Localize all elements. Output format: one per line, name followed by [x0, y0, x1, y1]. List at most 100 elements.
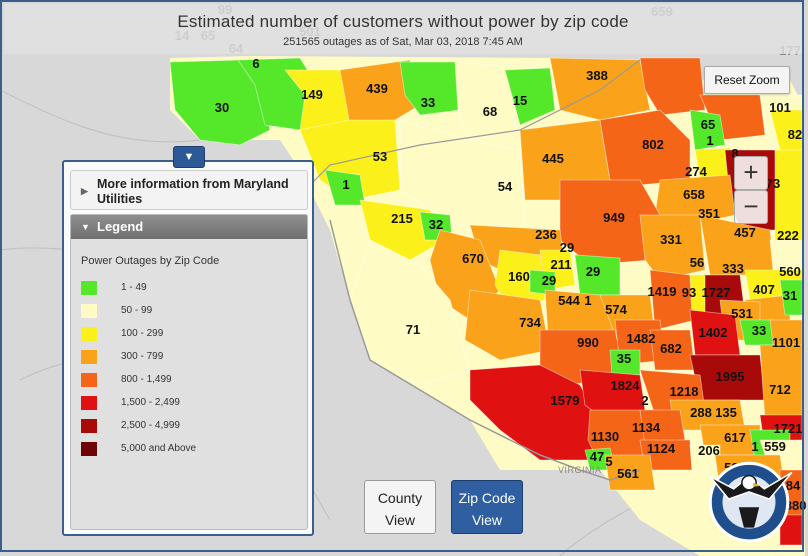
zip-outage-count: 617	[724, 430, 746, 445]
zip-outage-count: 73	[766, 176, 780, 191]
zip-outage-count: 68	[483, 104, 497, 119]
legend: ▼ Legend Power Outages by Zip Code 1 - 4…	[70, 214, 308, 530]
zoom-out-button[interactable]: −	[734, 190, 768, 224]
zip-outage-count: 1995	[716, 369, 745, 384]
chevron-down-icon: ▼	[81, 222, 90, 232]
zip-outage-count: 1124	[647, 441, 676, 456]
zip-outage-count: 29	[560, 240, 574, 255]
legend-label: 300 - 799	[121, 351, 164, 362]
legend-swatch	[81, 373, 97, 387]
zip-outage-count: 1721	[774, 421, 803, 436]
zip-view-line2: View	[471, 512, 503, 528]
zip-outage-count: 1	[342, 177, 349, 192]
zip-code-view-button[interactable]: Zip Code View	[451, 480, 523, 534]
more-info-label: More information from Maryland Utilities	[97, 177, 289, 206]
zip-outage-count: 1101	[772, 335, 800, 350]
zip-outage-count: 1824	[611, 378, 641, 393]
zip-outage-count: 206	[698, 443, 720, 458]
zip-outage-count: 561	[617, 466, 639, 481]
zip-outage-count: 222	[777, 228, 799, 243]
zip-outage-count: 1	[751, 439, 758, 454]
zip-outage-count: 531	[731, 306, 753, 321]
legend-swatch	[81, 327, 97, 341]
zip-outage-count: 574	[605, 302, 627, 317]
legend-label: 800 - 1,499	[121, 374, 172, 385]
zip-outage-count: 33	[421, 95, 435, 110]
zip-outage-count: 215	[391, 211, 413, 226]
legend-swatch	[81, 281, 97, 295]
legend-swatch	[81, 442, 97, 456]
zip-outage-count: 211	[551, 257, 572, 272]
title-bar: Estimated number of customers without po…	[4, 4, 802, 54]
more-info-toggle[interactable]: ▶ More information from Maryland Utiliti…	[70, 170, 308, 210]
legend-label: 5,000 and Above	[121, 443, 197, 454]
zip-outage-count: 101	[769, 100, 791, 115]
zip-outage-count: 274	[685, 164, 707, 179]
zip-outage-count: 5	[605, 454, 612, 469]
zip-outage-count: 135	[715, 405, 737, 420]
county-view-button[interactable]: County View	[364, 480, 436, 534]
maryland-osprey-logo	[708, 461, 793, 543]
zip-outage-count: 29	[586, 264, 600, 279]
zip-outage-count: 351	[698, 206, 720, 221]
zip-outage-count: 35	[617, 351, 631, 366]
zoom-in-button[interactable]: +	[734, 156, 768, 190]
zip-outage-count: 1402	[699, 325, 728, 340]
zip-outage-count: 1727	[702, 285, 731, 300]
map-title: Estimated number of customers without po…	[177, 12, 629, 31]
zip-outage-count: 6	[252, 56, 259, 71]
zip-label-layer: 9914656450165917763014943933681538810182…	[175, 2, 807, 513]
zip-outage-count: 658	[683, 187, 705, 202]
zip-outage-count: 288	[690, 405, 712, 420]
zip-outage-count: 670	[462, 251, 484, 266]
zip-outage-count: 559	[764, 439, 786, 454]
zip-outage-count: 236	[535, 227, 557, 242]
zip-outage-count: 71	[406, 322, 420, 337]
zip-outage-count: 149	[301, 87, 323, 102]
legend-swatch	[81, 419, 97, 433]
zip-outage-count: 15	[513, 93, 527, 108]
zip-outage-count: 445	[542, 151, 564, 166]
zip-outage-count: 1579	[551, 393, 580, 408]
county-view-line2: View	[384, 512, 416, 528]
legend-swatch	[81, 396, 97, 410]
zip-outage-count: 33	[752, 323, 766, 338]
legend-header[interactable]: ▼ Legend	[71, 215, 307, 239]
zip-outage-count: 84	[786, 478, 801, 493]
legend-label: 100 - 299	[121, 328, 164, 339]
zip-outage-count: 93	[682, 285, 696, 300]
zip-outage-count: 8	[731, 146, 738, 161]
zip-outage-count: 160	[508, 269, 530, 284]
zip-outage-count: 682	[660, 341, 682, 356]
zip-outage-count: 47	[590, 449, 604, 464]
zip-outage-count: 1419	[648, 284, 677, 299]
zip-outage-count: 65	[701, 117, 715, 132]
zip-outage-count: 457	[734, 225, 756, 240]
zip-outage-count: 31	[783, 288, 797, 303]
zip-outage-count: 1134	[632, 420, 661, 435]
zip-outage-count: 1	[706, 133, 713, 148]
map-subtitle: 251565 outages as of Sat, Mar 03, 2018 7…	[283, 36, 523, 48]
zip-outage-count: 2	[641, 393, 648, 408]
zip-outage-count: 82	[788, 127, 802, 142]
zip-outage-count: 29	[542, 273, 556, 288]
zip-outage-count: 30	[215, 100, 229, 115]
zip-outage-count: 407	[753, 282, 775, 297]
county-view-line1: County	[377, 490, 423, 506]
legend-subtitle: Power Outages by Zip Code	[81, 255, 220, 267]
zip-outage-count: 53	[373, 149, 387, 164]
reset-zoom-button[interactable]: Reset Zoom	[704, 66, 790, 94]
panel-collapse-button[interactable]: ▼	[173, 146, 205, 168]
zip-outage-count: 32	[429, 217, 443, 232]
zip-outage-count: 331	[660, 232, 682, 247]
zip-outage-count: 439	[366, 81, 388, 96]
legend-swatch	[81, 350, 97, 364]
zip-outage-count: 544	[558, 293, 580, 308]
legend-label: 1 - 49	[121, 282, 147, 293]
legend-label: 2,500 - 4,999	[121, 420, 180, 431]
zip-outage-count: 734	[519, 315, 541, 330]
legend-title: Legend	[97, 219, 144, 234]
zip-outage-count: 1218	[670, 384, 699, 399]
zip-outage-count: 712	[769, 382, 791, 397]
